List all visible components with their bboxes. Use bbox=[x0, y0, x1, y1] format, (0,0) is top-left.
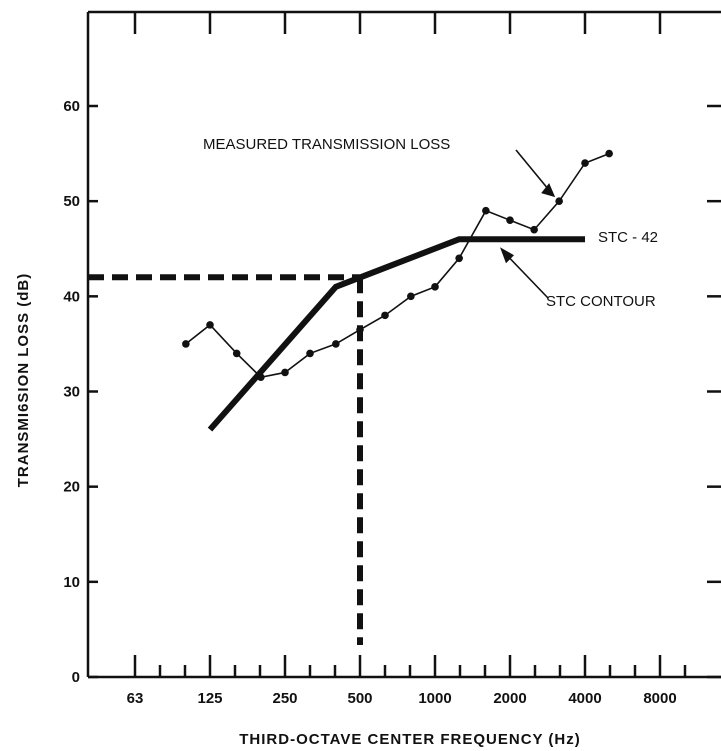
measured-point bbox=[581, 159, 589, 167]
measured-point bbox=[605, 149, 613, 158]
stc-contour-leader-line bbox=[503, 251, 549, 299]
x-tick-label: 125 bbox=[197, 690, 222, 707]
y-tick-label: 40 bbox=[63, 288, 80, 305]
measured-point bbox=[407, 292, 415, 301]
measured-point bbox=[306, 349, 314, 358]
series-group bbox=[182, 149, 613, 432]
measured-transmission-loss-label: MEASURED TRANSMISSION LOSS bbox=[203, 136, 450, 153]
x-tick-labels: 63 125 250 500 1000 2000 4000 8000 bbox=[127, 690, 677, 707]
y-tick-label: 50 bbox=[63, 193, 80, 210]
x-tick-label: 250 bbox=[272, 690, 297, 707]
measured-arrowhead bbox=[541, 183, 556, 198]
y-tick-label: 60 bbox=[63, 98, 80, 115]
y-tick-labels: 0 10 20 30 40 50 60 bbox=[63, 98, 80, 686]
x-tick-label: 500 bbox=[347, 690, 372, 707]
stc-contour-arrowhead bbox=[500, 247, 514, 264]
annotations: MEASURED TRANSMISSION LOSS STC - 42 STC CO… bbox=[203, 136, 658, 310]
measured-point bbox=[206, 321, 214, 329]
stc-42-label: STC - 42 bbox=[598, 229, 658, 246]
axis-ticks bbox=[88, 12, 721, 679]
measured-point bbox=[555, 197, 563, 205]
measured-point bbox=[455, 254, 463, 263]
y-tick-label: 0 bbox=[72, 669, 80, 686]
y-tick-label: 30 bbox=[63, 384, 80, 401]
x-tick-label: 1000 bbox=[418, 690, 451, 707]
y-axis-label: TRANSMI6SION LOSS (dB) bbox=[15, 273, 32, 488]
stc-contour-line bbox=[207, 236, 585, 432]
measured-point bbox=[530, 225, 538, 234]
plot-frame bbox=[86, 10, 721, 679]
y-tick-label: 10 bbox=[63, 574, 80, 591]
measured-point bbox=[506, 216, 514, 224]
stc-reference-dashes bbox=[88, 274, 363, 645]
x-axis-label: THIRD-OCTAVE CENTER FREQUENCY (Hz) bbox=[239, 731, 581, 748]
x-tick-label: 2000 bbox=[493, 690, 526, 707]
measured-point bbox=[182, 340, 190, 348]
y-tick-label: 20 bbox=[63, 479, 80, 496]
measured-point bbox=[356, 325, 364, 334]
measured-point bbox=[381, 311, 389, 320]
measured-point bbox=[482, 206, 490, 215]
measured-point bbox=[332, 340, 340, 348]
measured-point bbox=[281, 368, 289, 377]
measured-point bbox=[232, 349, 241, 358]
stc-contour-label: STC CONTOUR bbox=[546, 293, 656, 310]
x-tick-label: 63 bbox=[127, 690, 144, 707]
measured-point bbox=[431, 283, 439, 291]
x-tick-label: 8000 bbox=[643, 690, 676, 707]
x-tick-label: 4000 bbox=[568, 690, 601, 707]
